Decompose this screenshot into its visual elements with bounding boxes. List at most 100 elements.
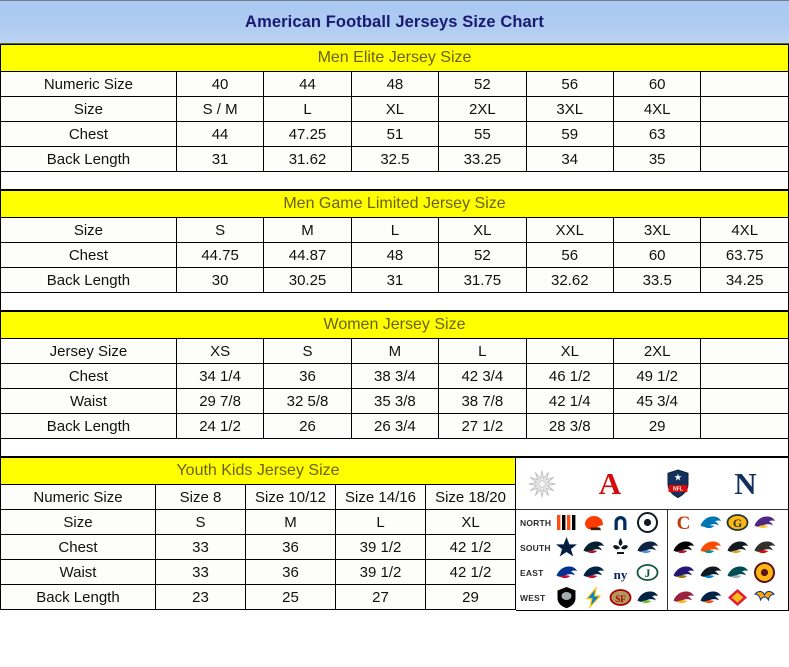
cowboys-logo <box>554 535 579 560</box>
svg-text:★: ★ <box>674 473 682 482</box>
table-men_elite: Men Elite Jersey Size Numeric Size 40 44 48 5… <box>0 44 789 172</box>
division-label: WEST <box>520 592 546 603</box>
table-cell: 32.62 <box>525 267 614 293</box>
table-cell: 44.75 <box>175 242 265 268</box>
division-label: NORTH <box>520 517 552 528</box>
section-header-women: Women Jersey Size <box>0 311 789 339</box>
afc-team-logos <box>554 510 664 535</box>
table-men_game_limited: Men Game Limited Jersey Size Size S M L XL XXL… <box>0 190 789 293</box>
table-cell: Size 8 <box>155 484 246 510</box>
table-cell: 48 <box>350 71 440 97</box>
table-cell: S <box>155 509 246 535</box>
table-women: Women Jersey Size Jersey Size XS S M L XL 2XL Ch… <box>0 311 789 439</box>
table-cell: 33.5 <box>612 267 702 293</box>
eagles-logo <box>725 560 750 585</box>
table-cell: Size 10/12 <box>245 484 336 510</box>
table-cell: M <box>263 217 352 243</box>
row-label: Waist <box>0 388 177 414</box>
table-cell: XS <box>175 338 265 364</box>
row-label: Chest <box>0 534 156 560</box>
table-row: Waist 29 7/8 32 5/8 35 3/8 38 7/8 42 1/4 45 3/… <box>0 388 789 414</box>
table-row: Size S / M L XL 2XL 3XL 4XL <box>0 96 789 122</box>
table-cell: 32 5/8 <box>263 388 352 414</box>
conference-header-row: A ★ NFL N <box>516 458 788 510</box>
49ers-logo: SF <box>608 585 633 610</box>
youth-table-wrap: Youth Kids Jersey Size Numeric Size Size 8… <box>0 457 517 611</box>
lions-logo <box>698 510 723 535</box>
jaguars-logo <box>725 535 750 560</box>
saints-logo <box>608 535 633 560</box>
table-cell <box>700 71 789 97</box>
row-label: Chest <box>0 363 177 389</box>
division-label: EAST <box>520 567 544 578</box>
table-cell: 42 1/2 <box>424 534 517 560</box>
table-cell: 2XL <box>612 338 702 364</box>
svg-text:J: J <box>645 566 651 580</box>
patriots-logo <box>581 560 606 585</box>
table-cell: 42 1/4 <box>525 388 614 414</box>
seahawks-logo <box>635 585 660 610</box>
table-cell: 52 <box>438 71 527 97</box>
table-cell: 31 <box>350 267 440 293</box>
table-cell: 29 7/8 <box>175 388 265 414</box>
row-label: Numeric Size <box>0 71 177 97</box>
section-header-men_game_limited: Men Game Limited Jersey Size <box>0 190 789 218</box>
table-cell: 36 <box>263 363 352 389</box>
nfc-team-logos <box>671 560 789 585</box>
table-cell: 42 3/4 <box>438 363 527 389</box>
svg-text:C: C <box>677 513 691 534</box>
table-cell: 29 <box>424 584 517 610</box>
row-label: Back Length <box>0 584 156 610</box>
table-cell: 40 <box>175 71 265 97</box>
table-cell: 44 <box>175 121 265 147</box>
table-cell: 34 1/4 <box>175 363 265 389</box>
table-row: Chest 44 47.25 51 55 59 63 <box>0 121 789 147</box>
row-label: Jersey Size <box>0 338 177 364</box>
table-cell <box>700 146 789 172</box>
division-label: SOUTH <box>520 542 551 553</box>
cardinals-logo <box>671 585 696 610</box>
section-women: Women Jersey Size Jersey Size XS S M L XL 2XL Ch… <box>0 311 789 439</box>
table-youth_kids: Youth Kids Jersey Size Numeric Size Size 8… <box>0 457 517 610</box>
table-cell: XL <box>525 338 614 364</box>
table-cell: 26 <box>263 413 352 439</box>
table-cell: 56 <box>525 242 614 268</box>
section-men_elite: Men Elite Jersey Size Numeric Size 40 44 48 5… <box>0 44 789 172</box>
table-row: Size S M L XL XXL 3XL 4XL <box>0 217 789 243</box>
ravens-logo <box>671 560 696 585</box>
row-label: Chest <box>0 121 177 147</box>
table-cell <box>700 388 789 414</box>
table-cell <box>700 338 789 364</box>
table-cell: 56 <box>525 71 614 97</box>
table-cell: 30 <box>175 267 265 293</box>
division-row-west: WEST SF <box>516 585 788 610</box>
table-cell: 38 7/8 <box>438 388 527 414</box>
svg-text:G: G <box>733 516 742 530</box>
table-cell: 60 <box>612 242 702 268</box>
table-cell: 30.25 <box>263 267 352 293</box>
table-cell: 23 <box>155 584 246 610</box>
table-cell: 55 <box>438 121 527 147</box>
rams-logo <box>752 585 777 610</box>
nfl-shield-icon: ★ NFL <box>652 458 704 509</box>
table-cell: 63 <box>612 121 702 147</box>
row-label: Numeric Size <box>0 484 156 510</box>
table-cell: 29 <box>612 413 702 439</box>
table-cell: 35 <box>612 146 702 172</box>
table-cell: 59 <box>525 121 614 147</box>
section-header-row: Youth Kids Jersey Size <box>0 457 517 485</box>
table-cell: Size 18/20 <box>424 484 517 510</box>
table-row: Back Length 23 25 27 29 <box>0 584 517 610</box>
table-cell: L <box>350 217 440 243</box>
table-cell: 48 <box>350 242 440 268</box>
page-title: American Football Jerseys Size Chart <box>245 12 544 31</box>
table-cell: 36 <box>245 534 336 560</box>
bears-logo: C <box>671 510 696 535</box>
table-cell: L <box>335 509 426 535</box>
table-cell: 42 1/2 <box>424 559 517 585</box>
table-cell: 49 1/2 <box>612 363 702 389</box>
table-cell: L <box>438 338 527 364</box>
table-cell: 47.25 <box>263 121 352 147</box>
table-cell: 35 3/8 <box>350 388 440 414</box>
